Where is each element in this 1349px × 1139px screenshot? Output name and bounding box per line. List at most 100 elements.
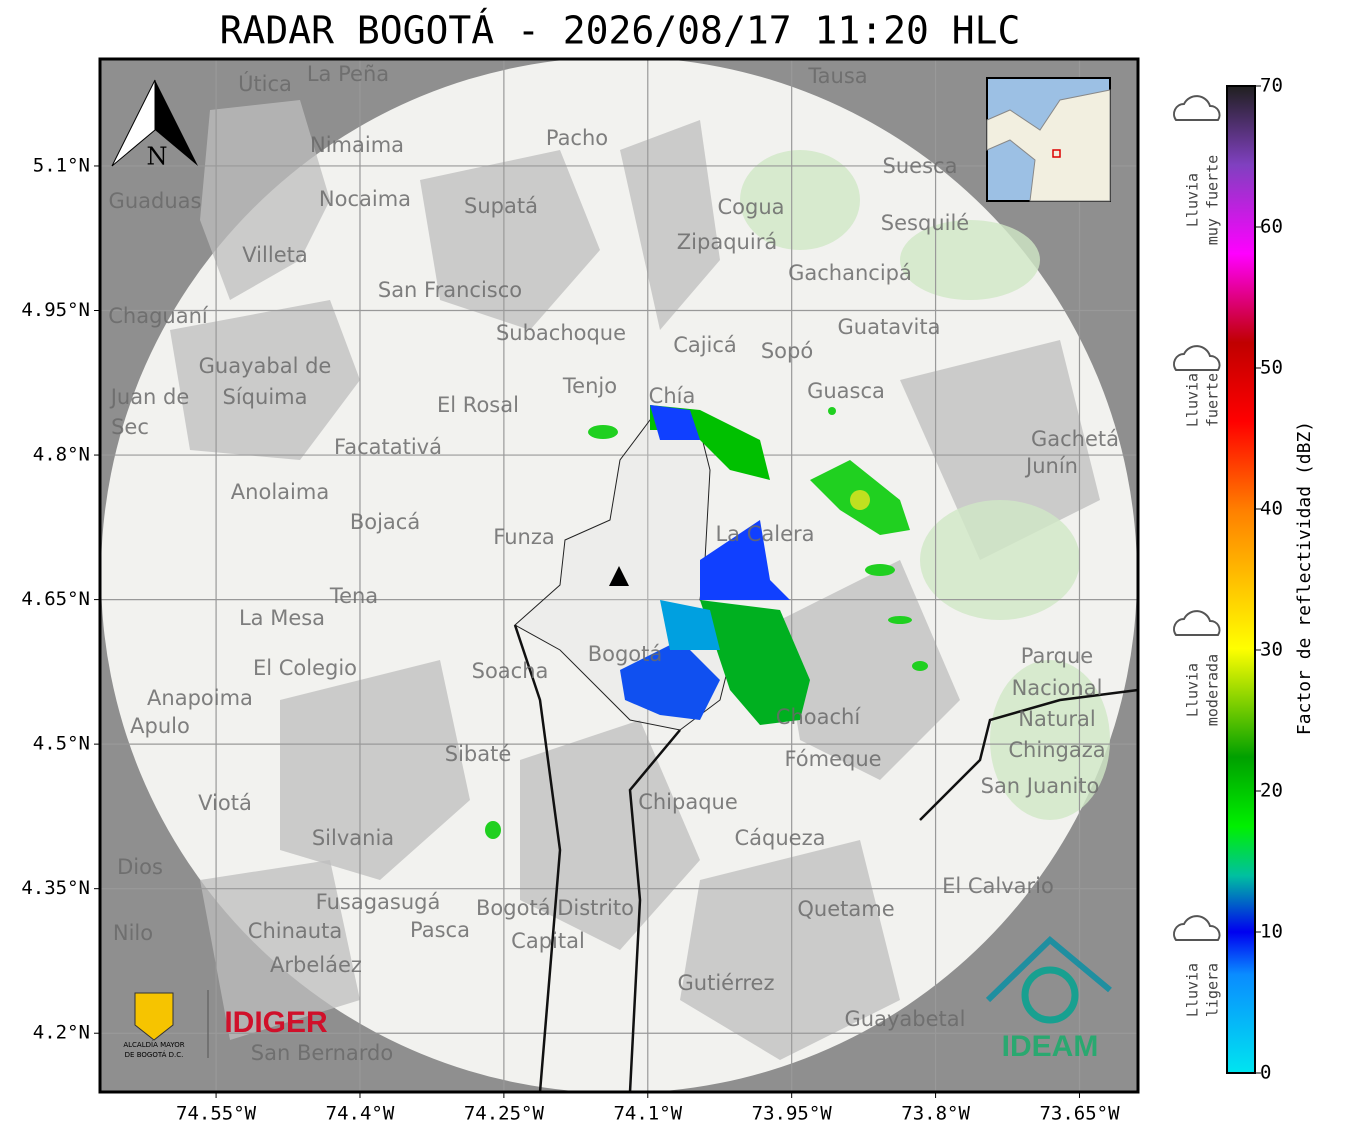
place-label: Fusagasugá: [316, 890, 441, 914]
place-label: Tena: [329, 584, 378, 608]
place-label: San Bernardo: [251, 1041, 393, 1065]
place-label: San Juanito: [981, 774, 1100, 798]
map-area: La Peña Útica Tausa Pacho Nimaima Guaduas Noca…: [100, 59, 1138, 1092]
north-label: N: [147, 143, 168, 171]
rain-label: moderada: [1204, 654, 1222, 726]
place-label: Arbeláez: [270, 953, 362, 977]
place-label: Juan de: [109, 385, 190, 409]
rain-level: Lluvia moderada: [1173, 610, 1222, 726]
place-label: Sibaté: [445, 742, 512, 766]
axis-ticks: 74.55°W 74.4°W 74.25°W 74.1°W 73.95°W 73.8°W 7…: [21, 154, 1120, 1124]
map-frame: [98, 57, 1140, 1094]
place-label: Facatativá: [334, 435, 442, 459]
place-label: Nimaima: [310, 133, 404, 157]
cloud-icon: [1173, 610, 1221, 636]
place-label: Nacional: [1012, 676, 1103, 700]
place-label: El Calvario: [942, 874, 1054, 898]
place-label: Viotá: [198, 791, 252, 815]
alcaldia-line: ALCALDÍA MAYOR: [123, 1040, 184, 1049]
colorbar-tick-label: 0: [1260, 1062, 1271, 1084]
lat-tick-label: 4.8°N: [33, 444, 90, 466]
place-label: Nocaima: [319, 187, 411, 211]
lon-tick-label: 74.55°W: [176, 1103, 257, 1125]
title: RADAR BOGOTÁ - 2026/08/17 11:20 HLC: [220, 9, 1021, 53]
place-label: Bogotá: [588, 642, 663, 666]
lon-tick-label: 73.8°W: [901, 1103, 970, 1125]
idiger-logo: IDIGER: [224, 1006, 328, 1039]
place-label: Chipaque: [638, 790, 738, 814]
colorbar-tick-label: 60: [1260, 216, 1283, 238]
place-label: Anapoima: [147, 686, 253, 710]
place-label: Útica: [238, 71, 292, 96]
place-label: Pasca: [410, 918, 470, 942]
place-label: Sec: [111, 415, 149, 439]
place-label: Bogotá Distrito: [476, 896, 634, 920]
place-label: El Colegio: [253, 656, 357, 680]
lon-tick-label: 73.65°W: [1039, 1103, 1120, 1125]
rain-label: Lluvia: [1184, 173, 1202, 227]
colorbar-tick-label: 30: [1260, 639, 1283, 661]
place-label: La Peña: [307, 62, 389, 86]
terrain: [170, 100, 1100, 1060]
rain-level: Lluvia muy fuerte: [1173, 95, 1222, 245]
colorbar-ticks: 0 10 20 30 40 50 60 70: [1255, 75, 1283, 1084]
rain-label: fuerte: [1204, 373, 1222, 427]
place-label: Tausa: [807, 64, 867, 88]
cloud-icon: [1173, 345, 1221, 371]
place-label: Villeta: [242, 243, 307, 267]
place-label: Guatavita: [838, 315, 941, 339]
place-label: Nilo: [113, 921, 153, 945]
cloud-icon: [1173, 915, 1221, 941]
place-label: Guayabal de: [199, 354, 332, 378]
place-label: Junín: [1024, 454, 1078, 478]
place-label: Cajicá: [673, 333, 737, 357]
colorbar: [1226, 85, 1256, 1074]
lon-tick-label: 73.95°W: [752, 1103, 833, 1125]
place-label: Silvania: [312, 826, 394, 850]
place-label: El Rosal: [437, 393, 519, 417]
place-label: Sopó: [761, 339, 813, 363]
rain-label: Lluvia: [1184, 373, 1202, 427]
lon-tick-label: 74.4°W: [326, 1103, 395, 1125]
place-label: Bojacá: [350, 510, 420, 534]
north-arrow: N: [111, 79, 198, 171]
cloud-icon: [1173, 95, 1221, 121]
alcaldia-line: DE BOGOTÁ D.C.: [125, 1050, 184, 1059]
place-label: San Francisco: [378, 278, 522, 302]
boundaries: [513, 624, 1138, 1092]
colorbar-label: Factor de reflectividad (dBZ): [1294, 421, 1315, 735]
radar-site: [609, 566, 629, 586]
rain-level: Lluvia fuerte: [1173, 345, 1222, 427]
ideam-logo: IDEAM: [985, 935, 1112, 1063]
place-label: Chía: [649, 384, 696, 408]
place-label: Capital: [511, 929, 585, 953]
lat-tick-label: 4.35°N: [21, 877, 90, 899]
lon-tick-label: 74.25°W: [464, 1103, 545, 1125]
place-label: Zipaquirá: [677, 230, 777, 254]
lat-tick-label: 4.5°N: [33, 733, 90, 755]
place-label: Guaduas: [109, 189, 202, 213]
lat-tick-label: 5.1°N: [33, 154, 90, 176]
lat-tick-label: 4.95°N: [21, 299, 90, 321]
place-label: Chingaza: [1008, 738, 1105, 762]
alcaldia-logo: ALCALDÍA MAYOR DE BOGOTÁ D.C. IDIGER: [123, 990, 328, 1059]
place-label: Anolaima: [231, 480, 329, 504]
rain-label: Lluvia: [1184, 663, 1202, 717]
place-label: Gachancipá: [788, 261, 912, 285]
place-label: Natural: [1018, 707, 1095, 731]
place-label: Apulo: [130, 714, 190, 738]
lat-tick-label: 4.2°N: [33, 1022, 90, 1044]
place-label: Cogua: [717, 195, 784, 219]
place-label: La Mesa: [239, 606, 325, 630]
lat-tick-label: 4.65°N: [21, 588, 90, 610]
place-label: Gutiérrez: [678, 971, 775, 995]
place-label: Soacha: [472, 659, 549, 683]
place-label: Tenjo: [562, 374, 617, 398]
radar-echoes: [485, 405, 928, 839]
lon-tick-label: 74.1°W: [613, 1103, 682, 1125]
place-label: Cáqueza: [735, 826, 826, 850]
place-label: Dios: [117, 855, 163, 879]
place-label: Pacho: [546, 126, 608, 150]
place-labels: La Peña Útica Tausa Pacho Nimaima Guaduas Noca…: [108, 62, 1119, 1065]
